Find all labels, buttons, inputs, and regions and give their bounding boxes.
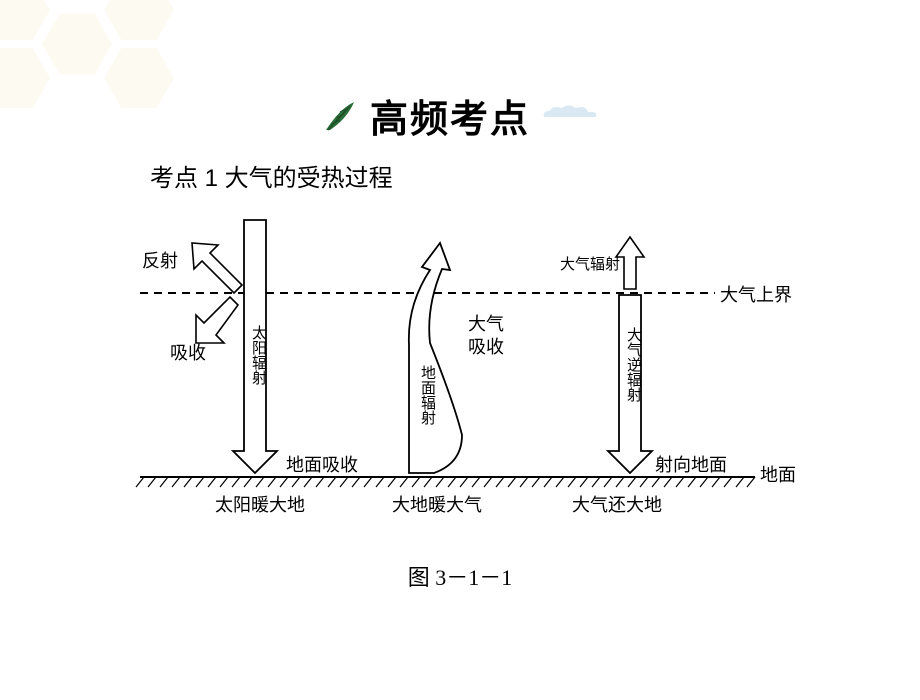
label-ground-radiation: 地面辐射 [419,365,436,426]
label-sun-warms-ground: 太阳暖大地 [215,495,305,515]
label-ground: 地面 [760,465,796,485]
slide-title: 高频考点 [370,88,530,143]
label-ground-warms-atmos: 大地暖大气 [392,495,482,515]
label-solar-radiation: 太阳辐射 [250,325,267,386]
atmospheric-radiation-arrow [616,237,644,289]
label-atmos-absorb-1: 大气 [468,314,504,334]
label-ground-absorb: 地面吸收 [286,455,358,475]
ground-hatching [136,477,755,487]
heating-process-diagram: 反射 吸收 太阳辐射 地面吸收 地面辐射 大气 吸收 大气辐射 大气逆辐射 射向… [130,215,810,545]
label-atmos-returns-ground: 大气还大地 [572,495,662,515]
cloud-icon [540,103,600,121]
label-atmos-absorb-2: 吸收 [468,337,504,357]
ground-radiation-arrow [409,243,462,473]
label-reflect: 反射 [142,251,178,271]
reflection-arrow [192,243,242,293]
feather-icon [320,96,360,136]
slide-title-bar: 高频考点 [0,88,920,143]
label-atmos-radiation: 大气辐射 [560,256,620,273]
label-to-ground: 射向地面 [655,455,727,475]
absorption-arrow [196,297,238,343]
label-back-radiation: 大气逆辐射 [625,327,642,403]
exam-point-heading: 考点 1 大气的受热过程 [150,158,393,193]
label-absorb: 吸收 [170,343,206,363]
label-atmos-top: 大气上界 [720,285,792,305]
figure-caption: 图 3－1－1 [0,560,920,592]
